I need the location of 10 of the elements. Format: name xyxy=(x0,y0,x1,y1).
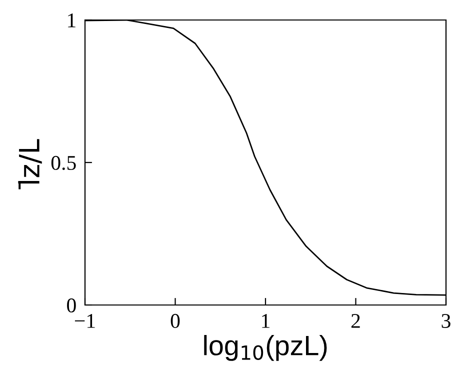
y-axis-title: l̄z/L xyxy=(18,139,42,190)
x-tick-label: 3 xyxy=(442,314,450,328)
x-tick-label: 0 xyxy=(170,314,180,328)
y-tick-label: 0 xyxy=(67,298,76,312)
y-tick-label: 1 xyxy=(68,13,76,28)
x-axis-title: log$_{10}$(pzL) xyxy=(204,335,327,361)
y-tick-label: 0.5 xyxy=(51,156,76,170)
x-tick-label: −1 xyxy=(74,314,95,328)
x-tick-label: 2 xyxy=(351,314,360,328)
x-tick-label: 1 xyxy=(262,314,270,328)
